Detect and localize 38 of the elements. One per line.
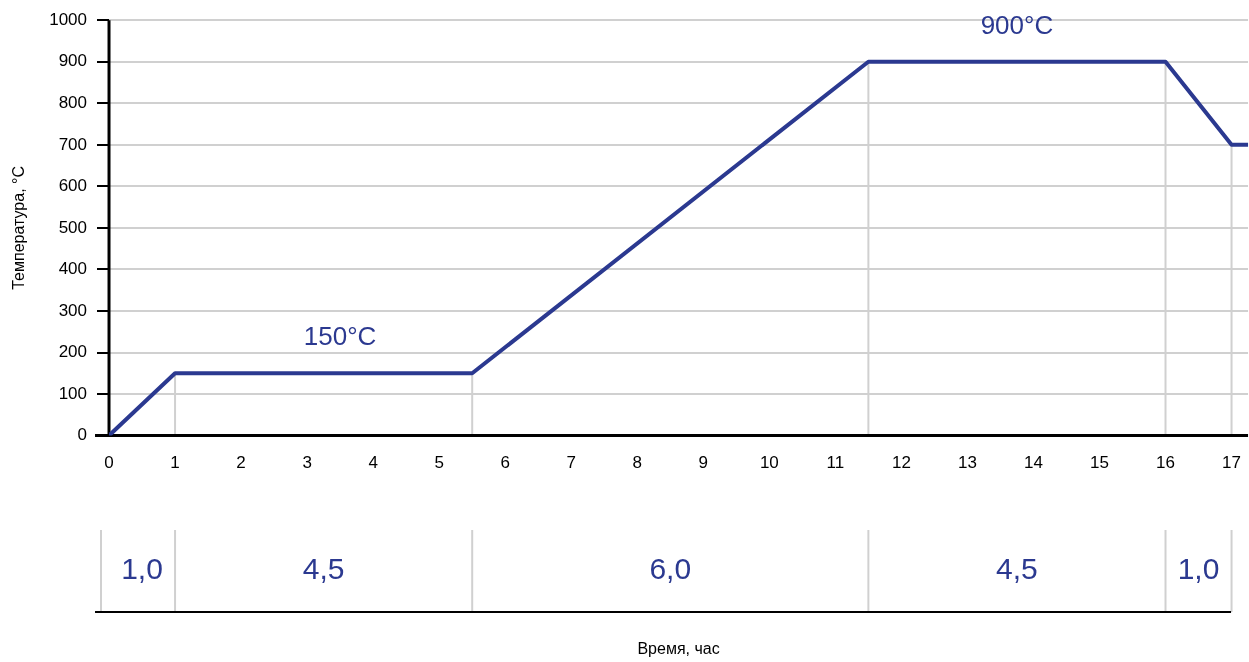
x-tick-label: 0: [104, 453, 114, 473]
x-tick-label: 15: [1090, 453, 1109, 473]
y-tick-label: 600: [58, 176, 88, 196]
y-tick-label: 500: [58, 217, 88, 237]
x-tick-label: 17: [1222, 453, 1242, 473]
text: 4,5: [996, 552, 1038, 586]
x-tick-label: 13: [957, 453, 977, 473]
x-tick-label: 1: [170, 453, 180, 473]
x-tick-label: 7: [566, 453, 576, 473]
text: 6,0: [649, 552, 692, 586]
text: 1,0: [121, 552, 163, 586]
y-tick-label: 0: [77, 425, 88, 445]
annotation: 150°C: [303, 321, 377, 352]
y-tick-label: 200: [58, 342, 88, 362]
x-tick-label: 9: [698, 453, 709, 473]
text: Время, час: [637, 640, 720, 658]
x-tick-label: 14: [1023, 453, 1043, 473]
x-tick-label: 11: [826, 453, 845, 473]
y-axis-title: Температура, °C: [10, 166, 28, 290]
y-tick-label: 800: [58, 92, 88, 112]
text: 1,0: [1177, 552, 1220, 586]
y-tick-label: 400: [58, 259, 88, 279]
y-tick-label: 1000: [49, 9, 88, 29]
text: 4,5: [302, 552, 345, 586]
y-tick-label: 100: [58, 383, 88, 403]
x-tick-label: 12: [891, 453, 911, 473]
annotation: 900°C: [980, 9, 1054, 40]
x-tick-label: 16: [1156, 453, 1175, 473]
x-tick-label: 8: [632, 453, 642, 473]
x-tick-label: 10: [759, 453, 779, 473]
x-tick-label: 5: [434, 453, 444, 473]
y-tick-label: 300: [58, 300, 88, 320]
x-tick-label: 4: [368, 453, 378, 473]
x-tick-label: 3: [302, 453, 312, 473]
y-tick-label: 900: [58, 51, 88, 71]
y-tick-label: 700: [58, 134, 88, 154]
x-tick-label: 2: [236, 453, 246, 473]
x-tick-label: 6: [500, 453, 510, 473]
